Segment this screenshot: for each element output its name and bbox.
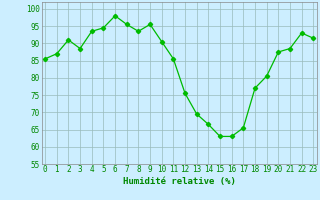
X-axis label: Humidité relative (%): Humidité relative (%) — [123, 177, 236, 186]
